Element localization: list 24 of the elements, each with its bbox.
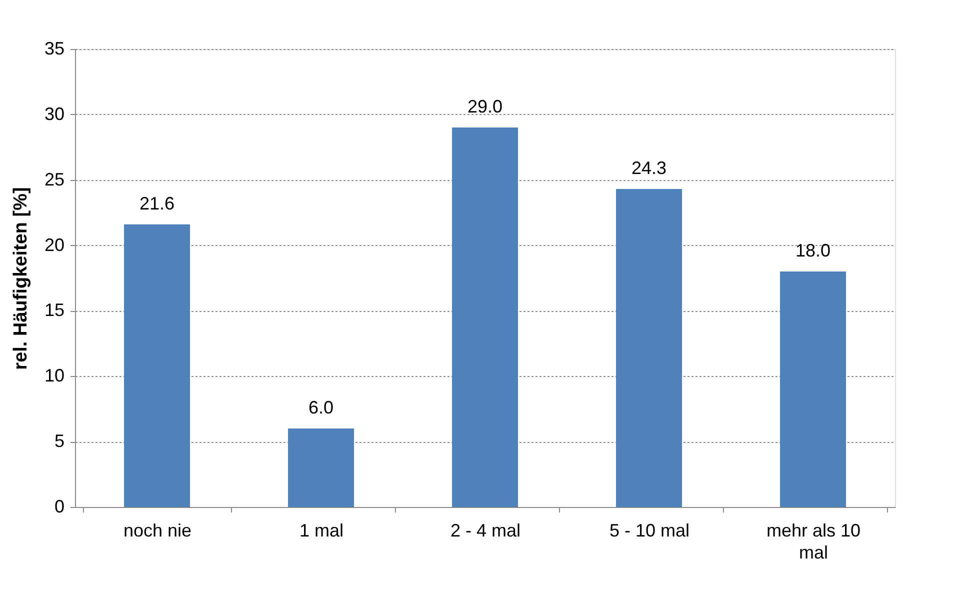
bar — [780, 271, 846, 507]
data-label: 24.3 — [631, 158, 667, 178]
bar — [616, 189, 682, 507]
y-tick-label: 35 — [44, 38, 64, 58]
data-label: 6.0 — [308, 397, 334, 418]
x-tick-label: 5 - 10 mal — [609, 520, 690, 540]
data-label: 21.6 — [139, 193, 175, 214]
y-tick-label: 5 — [54, 431, 64, 452]
y-axis-title: rel. Häufigkeiten [%] — [10, 187, 32, 370]
y-tick-label: 10 — [44, 366, 64, 386]
y-tick-label: 25 — [44, 169, 64, 190]
x-tick-label: mehr als 10 mal — [766, 520, 861, 562]
data-label: 29.0 — [467, 96, 503, 117]
y-tick-label: 30 — [44, 104, 64, 124]
x-tick-label: 2 - 4 mal — [450, 520, 521, 540]
x-tick-label: 1 mal — [299, 520, 344, 540]
y-tick-label: 0 — [54, 496, 64, 516]
bar — [452, 128, 518, 507]
y-tick-label: 20 — [44, 234, 64, 255]
data-label: 18.0 — [795, 240, 831, 260]
y-tick-label: 15 — [44, 300, 64, 320]
x-tick-label: noch nie — [123, 520, 192, 540]
bar — [288, 428, 354, 507]
bar — [124, 224, 190, 507]
